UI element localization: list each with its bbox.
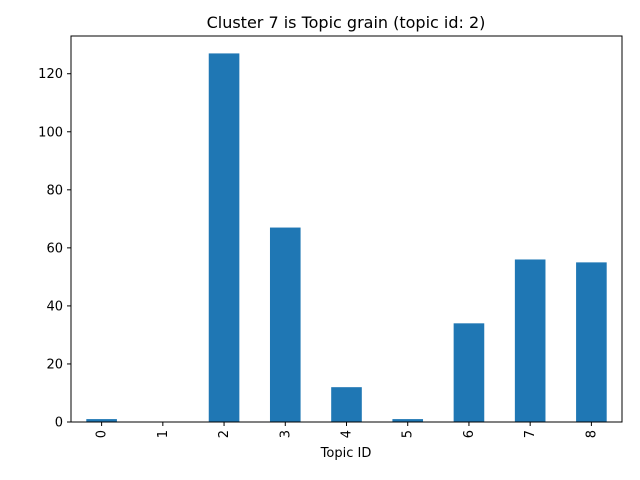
bar-topic-6 [453,323,485,422]
y-tick-label: 20 [46,357,63,372]
x-axis-label: Topic ID [320,446,372,461]
x-tick-label: 0 [95,430,110,438]
bar-topic-3 [269,227,301,422]
y-tick-label: 40 [46,299,63,314]
x-tick-label: 2 [217,430,232,438]
x-tick-label: 4 [340,430,355,438]
y-tick-label: 120 [38,67,63,82]
chart-title: Cluster 7 is Topic grain (topic id: 2) [207,13,486,32]
x-tick-label: 3 [278,430,293,438]
bar-topic-5 [392,419,424,422]
y-tick-label: 0 [55,416,63,431]
x-tick-label: 5 [401,430,416,438]
y-tick-label: 100 [38,125,63,140]
bar-topic-2 [208,53,240,422]
x-tick-label: 8 [584,430,599,438]
x-tick-label: 6 [462,430,477,438]
bar-topic-8 [576,262,607,422]
x-tick-label: 7 [523,430,538,438]
bar-topic-7 [514,259,546,422]
bars-group [86,53,607,422]
y-axis: 0 20 40 60 80 100 120 [38,67,71,431]
x-tick-label: 1 [156,430,171,438]
x-axis: 0 1 2 3 4 5 6 7 8 [95,422,599,438]
bar-topic-0 [86,419,117,422]
y-tick-label: 60 [46,241,63,256]
plot-frame [70,35,623,423]
bar-topic-4 [331,387,362,422]
y-tick-label: 80 [46,183,63,198]
